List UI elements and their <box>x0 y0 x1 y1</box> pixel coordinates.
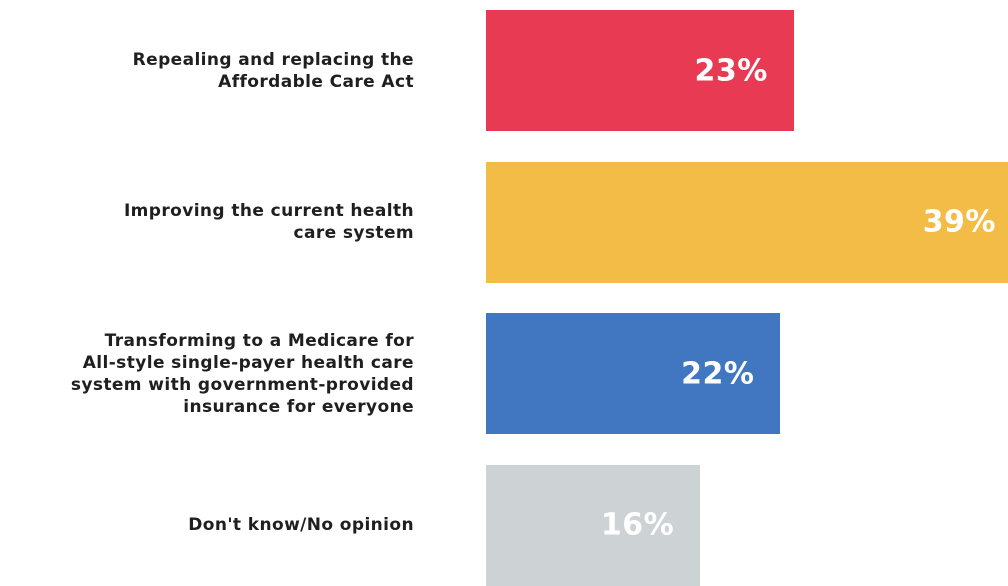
bar: 22% <box>486 313 781 434</box>
value-label: 39% <box>922 204 996 240</box>
category-label: Transforming to a Medicare for All-style … <box>70 330 414 417</box>
bar: 39% <box>486 161 1008 283</box>
value-label: 16% <box>600 507 675 543</box>
value-label: 22% <box>681 356 755 391</box>
category-label: Improving the current health care system <box>123 201 414 243</box>
category-label: Repealing and replacing the Affordable Ca… <box>132 49 414 92</box>
value-label: 23% <box>694 53 768 88</box>
bar: 23% <box>486 10 794 131</box>
bar: 16% <box>486 464 701 586</box>
category-label: Don't know/No opinion <box>188 515 414 535</box>
